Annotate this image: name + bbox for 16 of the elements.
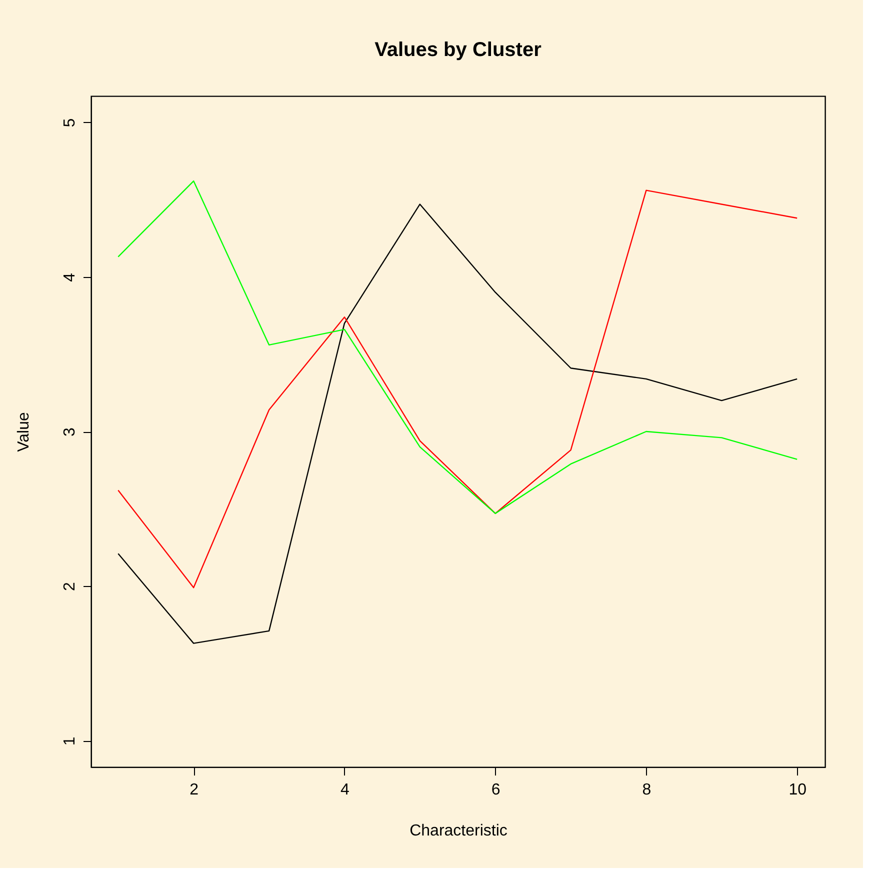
x-tick-label: 8 <box>642 782 652 798</box>
x-axis-title: Characteristic <box>410 822 508 840</box>
line-series <box>118 190 798 588</box>
line-series <box>118 204 798 644</box>
line-series <box>118 180 798 514</box>
y-tick-label: 2 <box>62 582 78 592</box>
y-tick-label: 4 <box>62 272 78 282</box>
y-tick-label: 1 <box>62 736 78 746</box>
x-tick-label: 2 <box>190 782 199 798</box>
y-tick-label: 5 <box>62 118 78 128</box>
y-axis-title: Value <box>16 412 32 452</box>
y-tick-label: 3 <box>62 427 78 436</box>
x-tick-label: 4 <box>340 782 350 798</box>
chart-title: Values by Cluster <box>374 39 542 61</box>
x-tick-label: 6 <box>491 782 500 798</box>
x-tick-label: 10 <box>788 782 807 798</box>
